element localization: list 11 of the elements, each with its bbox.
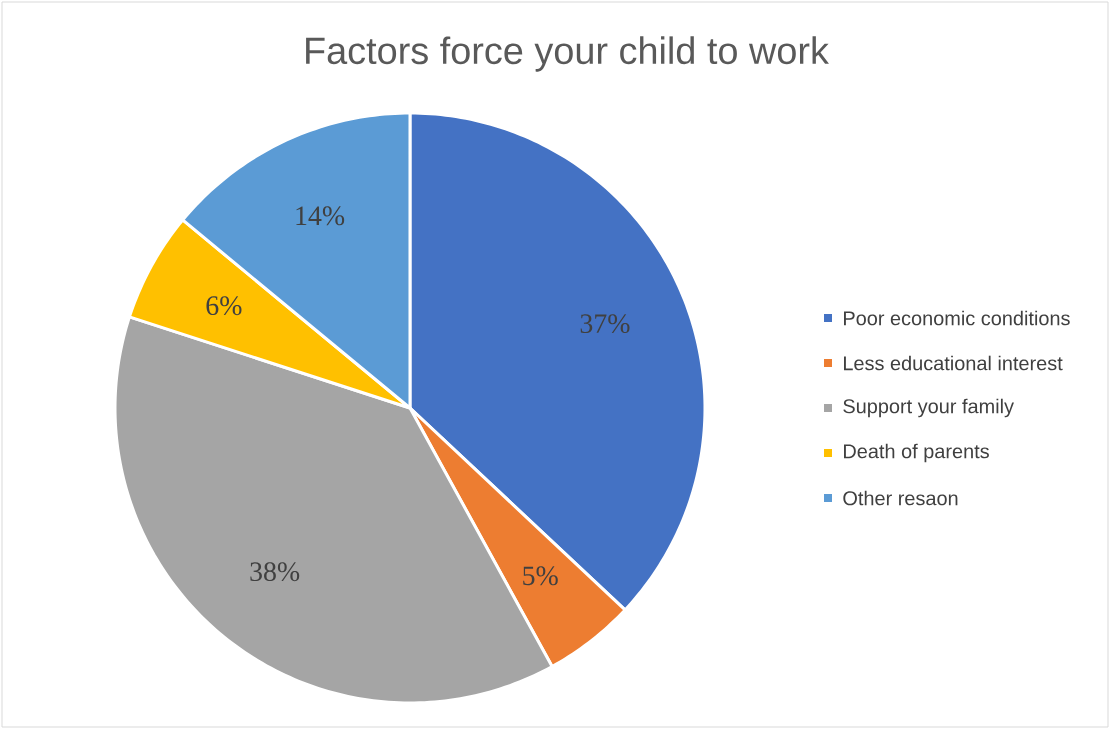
data-label: 38% xyxy=(250,562,300,582)
data-label: 14% xyxy=(296,206,345,226)
legend-label: Less educational interest xyxy=(844,355,1063,371)
legend-label: Poor economic conditions xyxy=(844,310,1070,326)
data-label: 5% xyxy=(523,566,558,586)
legend-label: Death of parents xyxy=(844,443,989,463)
legend-label: Other resaon xyxy=(843,490,958,506)
data-label: 37% xyxy=(580,314,630,334)
chart-title: Factors force your child to work xyxy=(306,36,829,72)
legend-label: Support your family xyxy=(843,398,1014,418)
data-label: 6% xyxy=(206,296,242,316)
